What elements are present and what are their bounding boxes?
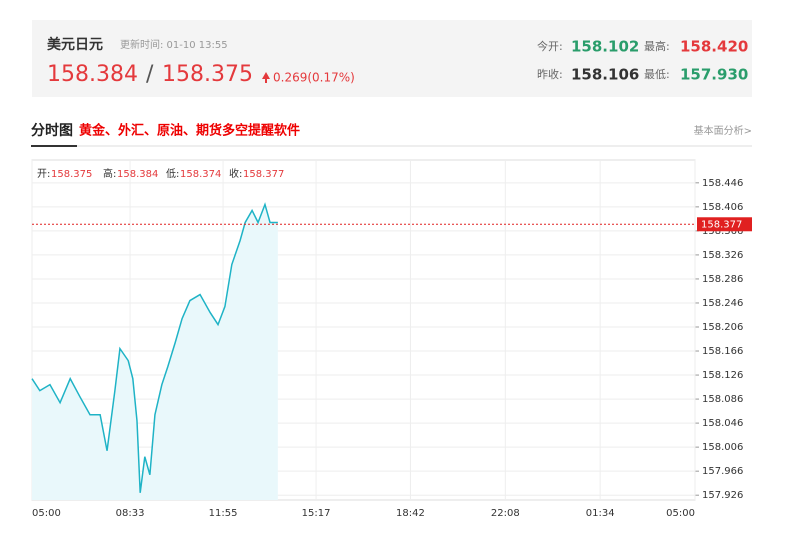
section-title: 分时图 <box>31 122 73 139</box>
y-tick-label: 158.046 <box>702 418 743 429</box>
area-fill <box>32 204 278 500</box>
x-tick-label: 18:42 <box>396 508 425 519</box>
x-tick-label: 05:00 <box>666 508 695 519</box>
up-arrow <box>262 72 270 83</box>
stat-value: 158.420 <box>680 38 748 56</box>
info-label: 高: <box>103 167 116 180</box>
x-tick-label: 11:55 <box>209 508 238 519</box>
x-tick-label: 05:00 <box>32 508 61 519</box>
y-tick-label: 158.006 <box>702 442 743 453</box>
stat-value: 158.102 <box>571 38 639 56</box>
y-tick-label: 158.086 <box>702 394 743 405</box>
x-tick-label: 01:34 <box>586 508 615 519</box>
info-label: 低: <box>166 167 179 180</box>
y-tick-label: 158.206 <box>702 322 743 333</box>
y-tick-label: 157.966 <box>702 466 743 477</box>
change: 0.269(0.17%) <box>273 71 355 85</box>
reference-label: 158.377 <box>701 219 742 230</box>
info-value: 158.374 <box>180 169 221 180</box>
stat-value: 157.930 <box>680 66 748 84</box>
stat-label: 最高: <box>644 39 670 53</box>
x-tick-label: 22:08 <box>491 508 520 519</box>
y-tick-label: 158.406 <box>702 202 743 213</box>
info-label: 收: <box>229 167 242 180</box>
y-tick-label: 158.126 <box>702 370 743 381</box>
y-tick-label: 158.166 <box>702 346 743 357</box>
stat-label: 昨收: <box>537 67 563 81</box>
y-tick-label: 158.366 <box>702 226 743 237</box>
x-tick-label: 08:33 <box>116 508 145 519</box>
y-tick-label: 158.326 <box>702 250 743 261</box>
info-label: 开: <box>37 169 50 180</box>
separator: / <box>146 62 154 87</box>
stat-value: 158.106 <box>571 66 639 84</box>
y-tick-label: 157.926 <box>702 490 743 501</box>
y-tick-label: 158.286 <box>702 274 743 285</box>
info-value: 158.384 <box>117 169 158 180</box>
stat-label: 最低: <box>644 68 670 81</box>
info-value: 158.377 <box>243 169 284 180</box>
promo-link[interactable]: 黄金、外汇、原油、期货多空提醒软件 <box>79 123 300 139</box>
x-tick-label: 15:17 <box>302 508 331 519</box>
ask-price: 158.375 <box>162 62 253 87</box>
update-time: 更新时间: 01-10 13:55 <box>120 38 228 51</box>
y-tick-label: 158.246 <box>702 298 743 309</box>
info-value: 158.375 <box>51 169 92 180</box>
bid-price: 158.384 <box>47 62 138 87</box>
symbol-title: 美元日元 <box>47 36 103 53</box>
price-line <box>31 202 278 493</box>
header-panel <box>32 20 752 97</box>
reference-label-box <box>697 217 752 232</box>
analysis-link[interactable]: 基本面分析> <box>694 124 752 137</box>
stat-label: 今开: <box>537 39 563 53</box>
y-tick-label: 158.446 <box>702 178 743 189</box>
